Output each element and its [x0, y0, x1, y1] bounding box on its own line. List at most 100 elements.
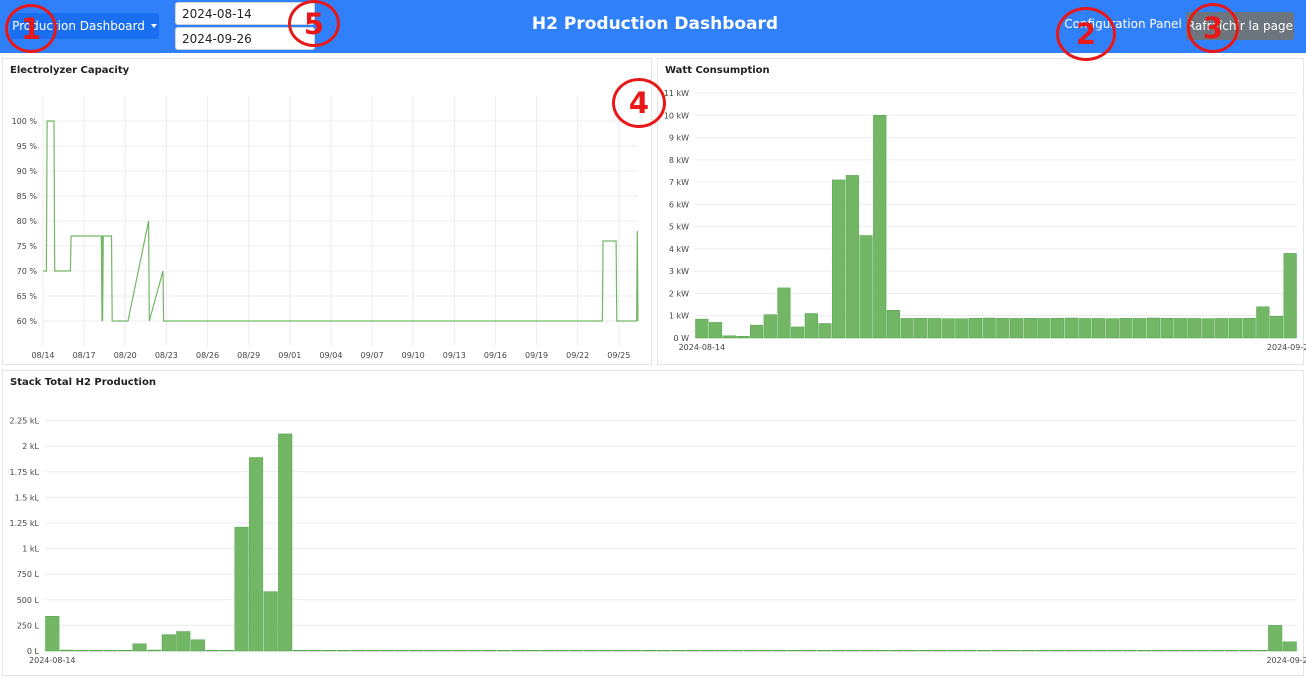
- watt-bar: [873, 115, 887, 339]
- h2-bar: [45, 615, 60, 652]
- annotation-marker-2: 2: [1056, 7, 1116, 61]
- y-tick-label: 2.25 kL: [10, 417, 40, 426]
- x-tick-label: 09/25: [607, 351, 630, 360]
- watt-bar: [1010, 318, 1024, 339]
- h2-bar: [365, 650, 380, 652]
- watt-bar: [804, 313, 818, 339]
- h2-bar: [307, 650, 322, 652]
- y-tick-label: 0 W: [673, 334, 689, 343]
- x-tick-label: 2024-09-26: [1267, 343, 1306, 352]
- h2-bar: [1064, 650, 1079, 652]
- y-tick-label: 60 %: [17, 317, 38, 326]
- end-date-input[interactable]: [175, 27, 315, 50]
- x-tick-label: 08/26: [196, 351, 219, 360]
- h2-bar: [74, 650, 89, 652]
- x-tick-label: 09/16: [484, 351, 507, 360]
- h2-bar: [1166, 650, 1181, 652]
- y-tick-label: 1 kW: [669, 312, 689, 321]
- h2-bar: [1078, 650, 1093, 652]
- h2-bar: [773, 650, 788, 652]
- h2-bar: [219, 650, 234, 652]
- watt-consumption-chart: 0 W 1 kW 2 kW 3 kW 4 kW 5 kW 6 kW 7 kW 8 kW 9 kW 1…: [664, 89, 1306, 352]
- y-tick-label: 10 kW: [664, 111, 689, 120]
- watt-bar: [941, 318, 955, 339]
- h2-bar: [1282, 641, 1297, 652]
- h2-bar: [700, 650, 715, 652]
- annotation-marker-1: 1: [5, 4, 57, 53]
- x-tick-label: 09/13: [443, 351, 466, 360]
- h2-bar: [671, 650, 686, 652]
- h2-bar: [394, 650, 409, 652]
- watt-bar: [859, 235, 873, 339]
- watt-bar: [886, 309, 900, 339]
- h2-bar: [336, 650, 351, 652]
- stack-h2-production-panel: Stack Total H2 Production 0 L 250 L 500 L 7…: [2, 370, 1306, 676]
- watt-bar: [914, 318, 928, 339]
- x-tick-label: 09/10: [402, 351, 425, 360]
- h2-bar: [598, 650, 613, 652]
- start-date-input[interactable]: [175, 2, 315, 25]
- h2-bar: [438, 650, 453, 652]
- x-tick-label: 08/23: [155, 351, 178, 360]
- h2-bar: [1195, 650, 1210, 652]
- h2-bar: [249, 457, 264, 652]
- h2-bar: [729, 650, 744, 652]
- h2-bar: [1209, 650, 1224, 652]
- watt-bar: [1174, 318, 1188, 339]
- h2-bar: [190, 639, 205, 652]
- y-tick-label: 1.5 kL: [15, 493, 40, 502]
- h2-bar: [569, 650, 584, 652]
- x-tick-label: 09/19: [525, 351, 548, 360]
- h2-bar: [1107, 650, 1122, 652]
- watt-bar: [1242, 318, 1256, 339]
- y-tick-label: 90 %: [17, 167, 38, 176]
- y-tick-label: 1 kL: [22, 545, 39, 554]
- h2-bar: [744, 650, 759, 652]
- y-tick-label: 100 %: [12, 117, 38, 126]
- watt-bar: [1215, 318, 1229, 339]
- watt-bar: [832, 179, 846, 339]
- watt-bar: [1092, 318, 1106, 339]
- watt-bar: [791, 326, 805, 339]
- watt-bar: [1146, 317, 1160, 339]
- h2-bar: [103, 650, 118, 652]
- watt-bar: [927, 318, 942, 339]
- watt-bar: [1201, 318, 1215, 339]
- h2-bar: [161, 634, 176, 652]
- y-tick-label: 500 L: [17, 596, 40, 605]
- y-tick-label: 1.25 kL: [10, 519, 40, 528]
- h2-bar: [831, 650, 846, 652]
- x-tick-label: 09/01: [278, 351, 301, 360]
- h2-bar: [642, 650, 657, 652]
- h2-bar: [1122, 650, 1137, 652]
- watt-bar: [777, 287, 791, 339]
- h2-bar: [889, 650, 904, 652]
- h2-bar: [1137, 650, 1152, 652]
- h2-bar: [423, 650, 438, 652]
- watt-bar: [1160, 318, 1174, 339]
- h2-bar: [991, 650, 1006, 652]
- h2-bar: [263, 591, 278, 652]
- h2-bar: [875, 650, 890, 652]
- annotation-marker-5: 5: [288, 0, 340, 47]
- y-tick-label: 70 %: [17, 267, 38, 276]
- y-tick-label: 6 kW: [669, 200, 689, 209]
- h2-bar: [715, 650, 730, 652]
- x-tick-label: 2024-08-14: [29, 656, 76, 665]
- y-tick-label: 750 L: [17, 570, 40, 579]
- y-tick-label: 9 kW: [669, 134, 689, 143]
- h2-bar: [321, 650, 336, 652]
- h2-bar: [59, 649, 74, 652]
- x-tick-label: 09/04: [319, 351, 342, 360]
- h2-bar: [962, 650, 977, 652]
- watt-bar: [1133, 318, 1147, 339]
- panel-title-capacity: Electrolyzer Capacity: [10, 65, 130, 76]
- watt-bar: [1051, 318, 1065, 339]
- page-title: H2 Production Dashboard: [531, 14, 779, 34]
- x-tick-label: 09/22: [566, 351, 589, 360]
- h2-bar: [452, 650, 467, 652]
- x-tick-label: 09/07: [361, 351, 384, 360]
- h2-bar: [627, 650, 642, 652]
- watt-bar: [1037, 318, 1051, 339]
- h2-bar: [88, 650, 103, 652]
